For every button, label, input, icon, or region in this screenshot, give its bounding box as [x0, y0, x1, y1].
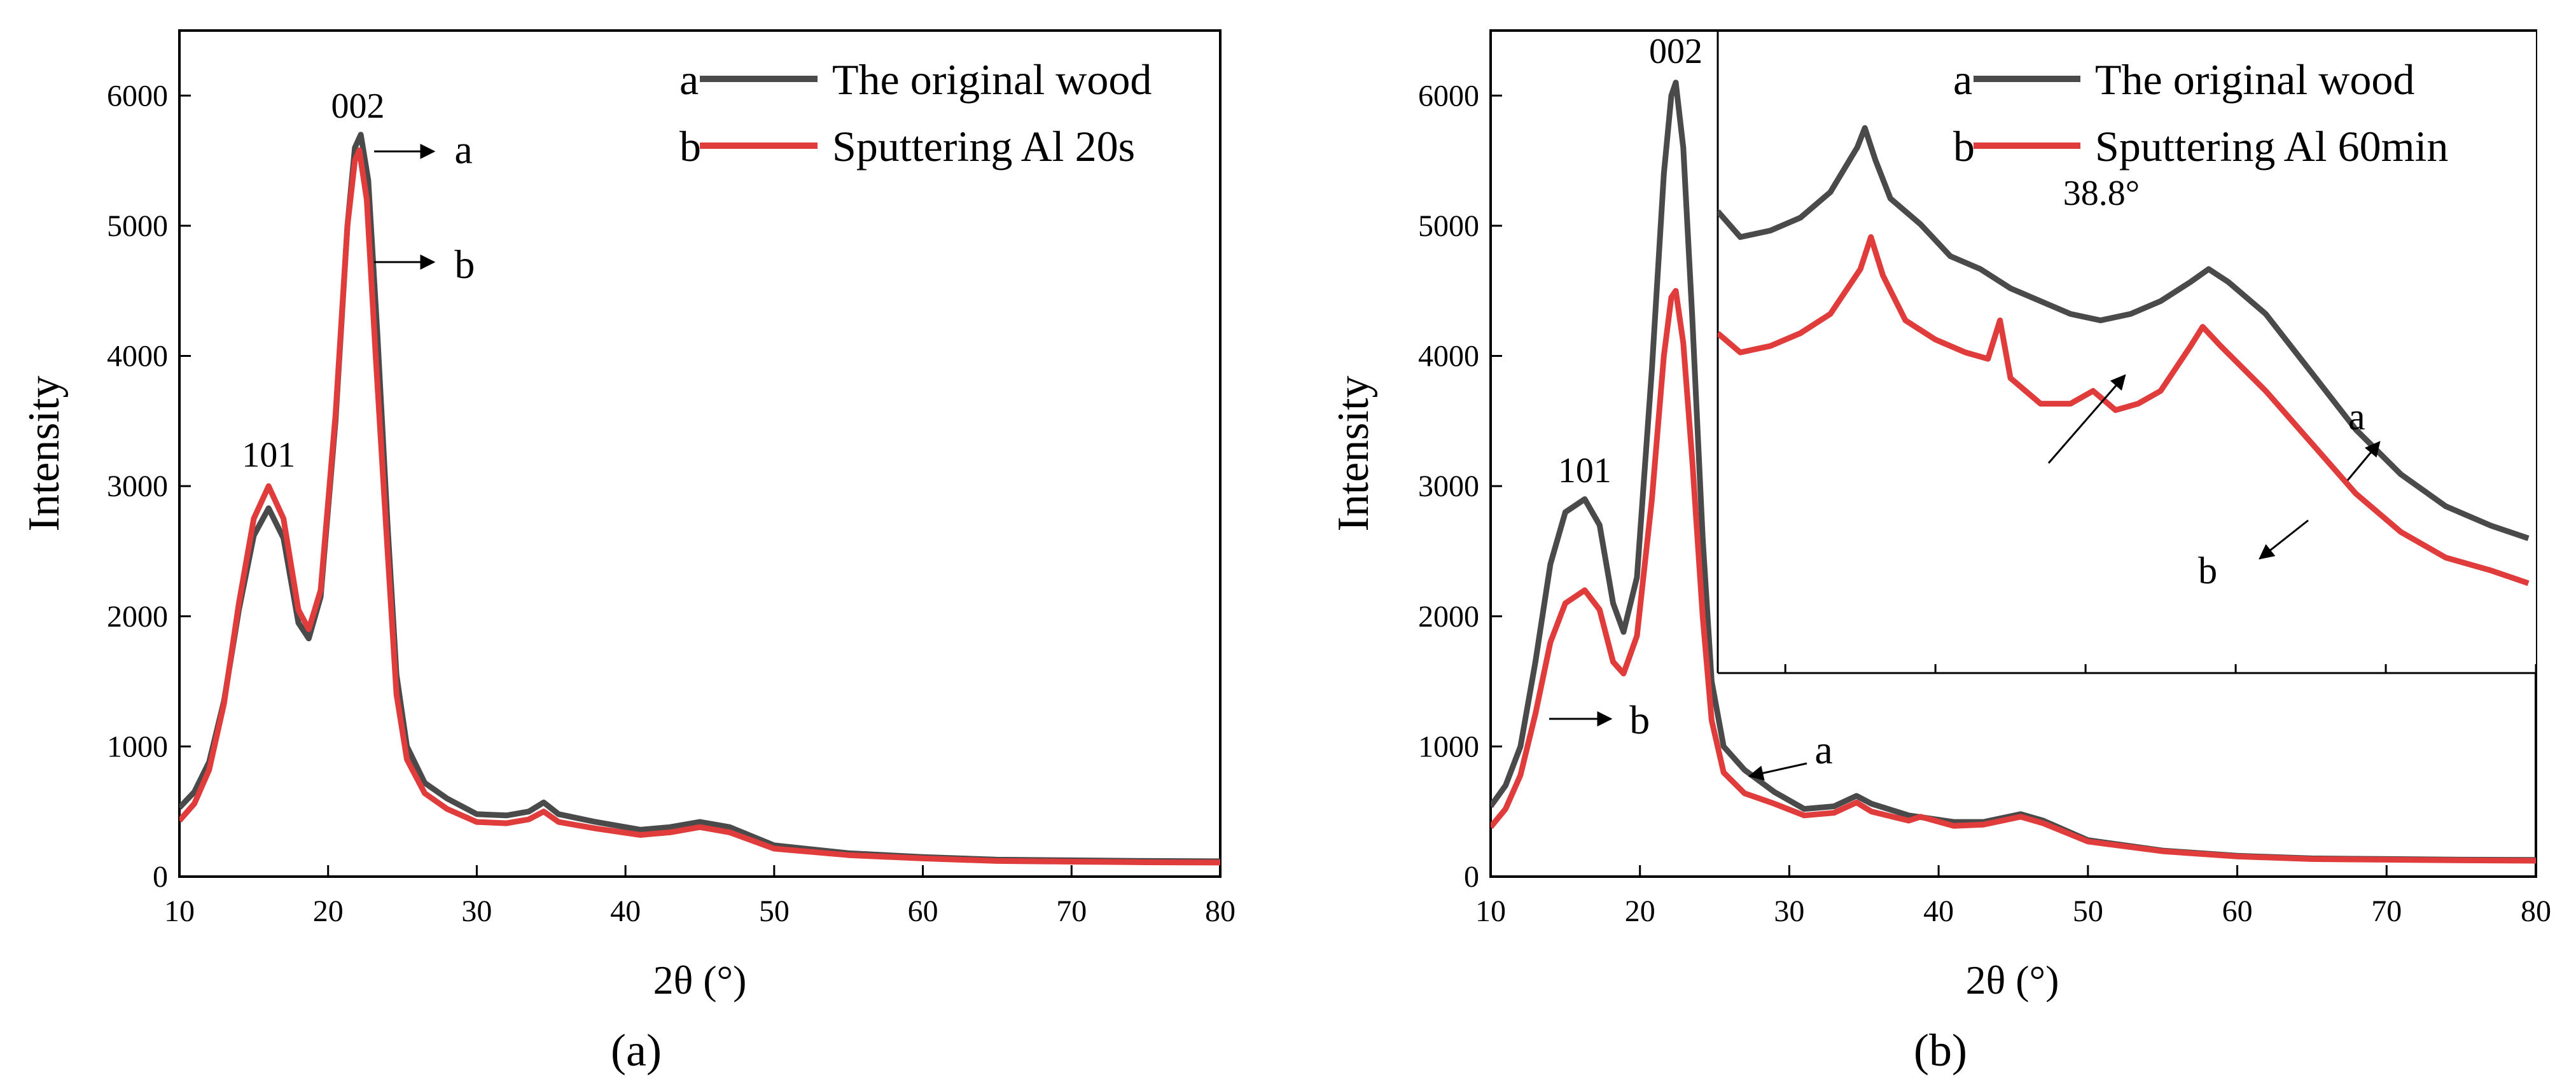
annotation-series-a-pointer: a: [454, 127, 472, 172]
legend-b-letter-a: a: [1953, 55, 1972, 104]
y-tick-label: 3000: [107, 469, 168, 503]
x-tick-label: 70: [1056, 894, 1087, 928]
y-tick-label: 0: [1464, 860, 1479, 894]
x-tick-label: 20: [1625, 894, 1655, 928]
legend-a: a The original wood b Sputtering Al 20s: [679, 55, 1152, 170]
legend-b-label-b: Sputtering Al 60min: [2095, 122, 2448, 170]
arrow-inset-a: [2346, 441, 2381, 481]
x-tick-label: 70: [2371, 894, 2402, 928]
x-tick-label: 10: [1475, 894, 1506, 928]
y-tick-label: 5000: [1418, 209, 1479, 243]
x-tick-label: 40: [610, 894, 641, 928]
x-tick-label: 10: [164, 894, 195, 928]
y-axis-label-b: Intensity: [1329, 376, 1378, 532]
x-tick-label: 30: [1774, 894, 1804, 928]
plot-frame-a: [178, 29, 1222, 878]
x-tick-label: 80: [1205, 894, 1236, 928]
x-tick-label: 50: [2073, 894, 2103, 928]
y-tick-label: 3000: [1418, 469, 1479, 503]
arrow-inset-b: [2259, 519, 2309, 560]
x-tick-label: 80: [2521, 894, 2551, 928]
y-tick-label: 2000: [107, 600, 168, 634]
y-tick-label: 6000: [1418, 79, 1479, 113]
legend-a-label-a: The original wood: [832, 55, 1152, 104]
series-line-b: [179, 147, 1220, 866]
x-tick-label: 50: [759, 894, 790, 928]
chart-panel-a: 10 20 30 40 50 60 70 80 0 1000 2000 3000 4000 5000 600…: [20, 29, 1236, 1076]
x-tick-label: 20: [313, 894, 344, 928]
y-tick-label: 6000: [107, 79, 168, 113]
annotation-38-8-degree: 38.8°: [2063, 174, 2140, 213]
annotation-peak-002: 002: [331, 87, 384, 126]
y-tick-label: 1000: [1418, 730, 1479, 763]
annotation-series-b-pointer: b: [454, 242, 475, 287]
inset-ticks: [1784, 664, 2537, 673]
x-axis-label-b: 2θ (°): [1966, 957, 2059, 1003]
series-lines-a: [179, 132, 1220, 866]
annotation-inset-b: b: [2198, 550, 2217, 592]
chart-panel-b: 10 20 30 40 50 60 70 80 0 1000 2000 3000 4000 5000 600…: [1329, 29, 2551, 1076]
inset-chart: 38.8° a b: [1716, 31, 2537, 674]
inset-series-line-b: [1718, 234, 2530, 587]
panel-label-b: (b): [1914, 1025, 1967, 1076]
x-tick-label: 40: [1923, 894, 1954, 928]
y-tick-label: 4000: [107, 340, 168, 373]
annotation-series-b-main: b: [1629, 697, 1650, 742]
y-tick-label: 4000: [1418, 340, 1479, 373]
annotation-peak-101-b: 101: [1558, 451, 1612, 490]
legend-a-letter-a: a: [679, 55, 699, 104]
y-tick-label: 2000: [1418, 600, 1479, 634]
x-tick-label: 60: [2222, 894, 2253, 928]
series-line-b: [1491, 288, 2536, 864]
x-tick-label: 60: [908, 894, 938, 928]
y-tick-label: 5000: [107, 209, 168, 243]
series-lines-b: [1491, 80, 2536, 864]
axes-a: 10 20 30 40 50 60 70 80 0 1000 2000 3000 4000 5000 600…: [107, 79, 1236, 928]
annotation-series-a-main: a: [1814, 727, 1832, 772]
axes-b: 10 20 30 40 50 60 70 80 0 1000 2000 3000 4000 5000 600…: [1418, 79, 2551, 928]
legend-a-label-b: Sputtering Al 20s: [832, 122, 1135, 170]
legend-a-letter-b: b: [679, 122, 701, 170]
legend-b: a The original wood b Sputtering Al 60mi…: [1953, 55, 2448, 170]
y-tick-label: 1000: [107, 730, 168, 763]
inset-background: [1718, 32, 2536, 673]
legend-b-letter-b: b: [1953, 122, 1975, 170]
legend-b-label-a: The original wood: [2095, 55, 2414, 104]
y-axis-label-a: Intensity: [20, 376, 69, 532]
panel-label-a: (a): [611, 1025, 662, 1076]
arrow-38-8: [2047, 374, 2126, 464]
x-tick-label: 30: [461, 894, 492, 928]
inset-series-line-a: [1718, 125, 2530, 541]
annotation-inset-a: a: [2348, 396, 2365, 438]
y-tick-label: 0: [153, 860, 168, 894]
inset-series-lines: [1718, 125, 2530, 587]
x-axis-label-a: 2θ (°): [653, 957, 747, 1003]
annotation-peak-101: 101: [242, 435, 295, 475]
arrow-a-main: [1748, 762, 1807, 781]
annotation-peak-002-b: 002: [1649, 32, 1702, 71]
